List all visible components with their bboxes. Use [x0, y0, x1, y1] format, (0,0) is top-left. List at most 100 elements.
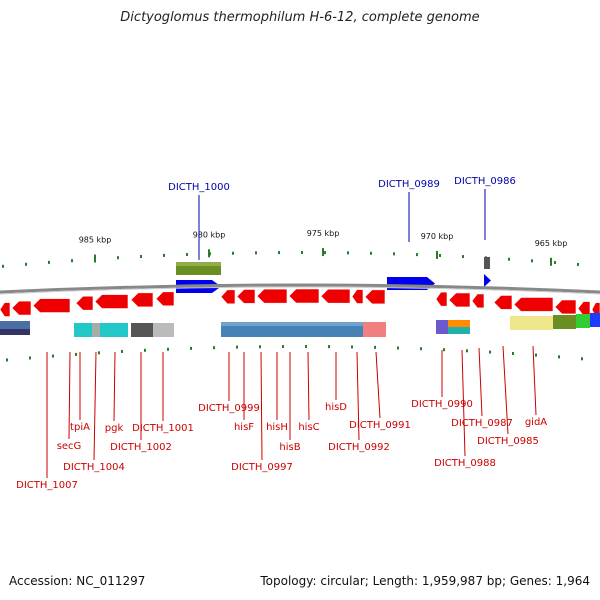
gene-arrow-reverse[interactable]: [320, 288, 351, 304]
gene-label-reverse[interactable]: hisH: [266, 422, 288, 433]
gene-arrow-reverse[interactable]: [256, 288, 288, 304]
gene-arrow-reverse[interactable]: [448, 292, 471, 308]
gene-label-reverse[interactable]: DICTH_0988: [434, 458, 496, 469]
cog-bar[interactable]: [510, 316, 553, 330]
cog-bar[interactable]: [590, 313, 600, 327]
map-title: Dictyoglomus thermophilum H-6-12, comple…: [120, 10, 480, 25]
leader-line: [461, 349, 466, 457]
minor-tick: [52, 354, 54, 358]
cog-bar[interactable]: [153, 323, 174, 337]
leader-line: [502, 345, 509, 435]
cog-bar[interactable]: [576, 314, 590, 328]
gene-arrow-reverse[interactable]: [32, 298, 71, 313]
cog-bar[interactable]: [553, 315, 576, 329]
major-tick: [208, 249, 210, 258]
gene-arrow-reverse[interactable]: [554, 299, 577, 315]
minor-tick: [6, 358, 8, 362]
gene-label-reverse[interactable]: hisC: [298, 422, 319, 433]
minor-tick: [554, 261, 556, 265]
gene-label-reverse[interactable]: DICTH_0997: [231, 462, 293, 473]
gene-arrow-reverse[interactable]: [130, 292, 154, 308]
leader-line: [478, 347, 483, 417]
gene-label-reverse[interactable]: pgk: [105, 423, 124, 434]
gene-arrow-reverse[interactable]: [75, 295, 94, 311]
scale-labels: 985 kbp 980 kbp 975 kbp 970 kbp 965 kbp: [79, 229, 567, 266]
cog-bar[interactable]: [100, 323, 128, 337]
minor-tick: [512, 351, 514, 355]
cog-bar[interactable]: [448, 320, 470, 327]
minor-tick: [531, 259, 533, 263]
gene-arrow-reverse[interactable]: [435, 291, 448, 307]
minor-tick: [466, 349, 468, 353]
scale-label: 985 kbp: [79, 236, 112, 245]
gene-label-reverse[interactable]: DICTH_1007: [16, 480, 78, 491]
cog-bar[interactable]: [363, 322, 386, 337]
leader-line: [375, 351, 381, 419]
gene-arrow-dicth-0986[interactable]: [484, 274, 491, 287]
minor-tick: [255, 251, 257, 255]
gene-arrow-reverse[interactable]: [220, 289, 236, 305]
gene-label-reverse[interactable]: DICTH_0985: [477, 436, 539, 447]
scale-label: 975 kbp: [307, 229, 340, 238]
gene-arrow-reverse[interactable]: [155, 291, 175, 307]
cog-bar[interactable]: [448, 327, 470, 334]
minor-tick: [167, 347, 169, 351]
gene-label-reverse[interactable]: secG: [57, 441, 82, 452]
minor-tick: [443, 348, 445, 352]
minor-tick: [75, 352, 77, 356]
reverse-gene-labels: DICTH_1007 secG tpiA DICTH_1004 pgk DICTH_100…: [16, 345, 547, 491]
minor-tick: [535, 353, 537, 357]
gene-arrow-reverse[interactable]: [493, 295, 513, 310]
scale-label: 970 kbp: [421, 232, 454, 241]
minor-tick: [71, 259, 73, 263]
gene-label-reverse[interactable]: DICTH_0999: [198, 403, 260, 414]
gene-arrow-reverse[interactable]: [94, 294, 129, 309]
minor-tick: [324, 251, 326, 255]
major-tick: [322, 248, 324, 257]
gene-arrow-reverse[interactable]: [513, 297, 554, 312]
cog-bar[interactable]: [436, 320, 448, 334]
leader-line: [93, 351, 97, 461]
cog-bar[interactable]: [131, 323, 153, 337]
cog-bar[interactable]: [92, 323, 100, 337]
minor-tick: [144, 348, 146, 352]
minor-tick: [117, 256, 119, 260]
minor-tick: [25, 262, 27, 266]
gene-label-forward[interactable]: DICTH_1000: [168, 182, 230, 193]
cog-bar-dicth-0986[interactable]: [484, 257, 490, 269]
gene-label-reverse[interactable]: DICTH_0990: [411, 399, 473, 410]
gene-label-reverse[interactable]: DICTH_0991: [349, 420, 411, 431]
gene-label-reverse[interactable]: hisD: [325, 402, 347, 413]
gene-label-reverse[interactable]: hisF: [234, 422, 254, 433]
gene-label-reverse[interactable]: DICTH_1004: [63, 462, 125, 473]
leader-line: [356, 351, 360, 441]
minor-tick: [351, 345, 353, 349]
gene-label-reverse[interactable]: hisB: [279, 442, 300, 453]
gene-label-forward[interactable]: DICTH_0986: [454, 176, 516, 187]
minor-tick: [420, 347, 422, 351]
gene-arrow-reverse[interactable]: [351, 289, 364, 304]
minor-tick: [370, 251, 372, 255]
minor-tick: [29, 356, 31, 360]
minor-tick: [581, 357, 583, 361]
gene-arrow-reverse[interactable]: [0, 302, 11, 317]
gene-arrow-reverse[interactable]: [11, 300, 32, 316]
gene-label-reverse[interactable]: DICTH_0987: [451, 418, 513, 429]
minor-tick: [232, 251, 234, 255]
gene-label-forward[interactable]: DICTH_0989: [378, 179, 440, 190]
gene-label-reverse[interactable]: DICTH_0992: [328, 442, 390, 453]
gene-label-reverse[interactable]: DICTH_1002: [110, 442, 172, 453]
gene-label-reverse[interactable]: DICTH_1001: [132, 423, 194, 434]
minor-tick: [259, 345, 261, 349]
gene-label-reverse[interactable]: tpiA: [70, 422, 90, 433]
gene-arrow-reverse[interactable]: [364, 289, 386, 305]
gene-arrow-reverse[interactable]: [471, 293, 485, 309]
leader-line: [532, 345, 537, 416]
gene-label-reverse[interactable]: gidA: [525, 417, 547, 428]
cog-bar[interactable]: [74, 323, 92, 337]
gene-arrow-reverse[interactable]: [236, 289, 256, 304]
gene-arrow-reverse[interactable]: [577, 301, 591, 316]
minor-tick: [278, 251, 280, 255]
minor-tick: [577, 262, 579, 266]
gene-arrow-reverse[interactable]: [288, 288, 320, 304]
